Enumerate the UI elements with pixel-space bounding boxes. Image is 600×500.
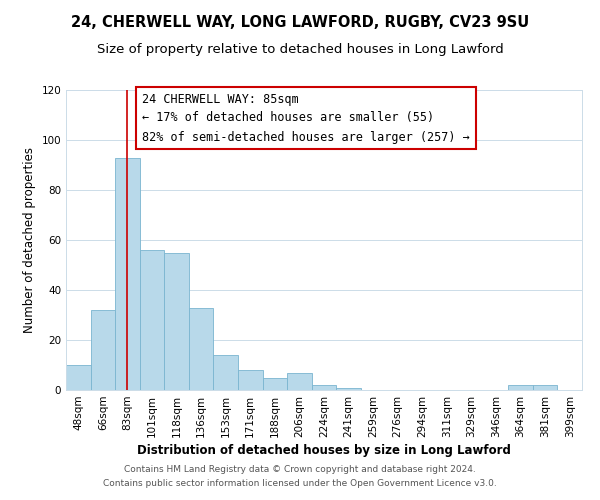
Bar xyxy=(287,372,312,390)
Bar xyxy=(508,385,533,390)
Bar xyxy=(263,378,287,390)
Bar xyxy=(140,250,164,390)
Bar xyxy=(214,355,238,390)
X-axis label: Distribution of detached houses by size in Long Lawford: Distribution of detached houses by size … xyxy=(137,444,511,457)
Bar xyxy=(189,308,214,390)
Bar xyxy=(312,385,336,390)
Bar xyxy=(533,385,557,390)
Text: 24, CHERWELL WAY, LONG LAWFORD, RUGBY, CV23 9SU: 24, CHERWELL WAY, LONG LAWFORD, RUGBY, C… xyxy=(71,15,529,30)
Y-axis label: Number of detached properties: Number of detached properties xyxy=(23,147,36,333)
Bar xyxy=(115,158,140,390)
Bar xyxy=(336,388,361,390)
Bar xyxy=(66,365,91,390)
Bar xyxy=(164,252,189,390)
Text: Size of property relative to detached houses in Long Lawford: Size of property relative to detached ho… xyxy=(97,42,503,56)
Bar xyxy=(91,310,115,390)
Text: 24 CHERWELL WAY: 85sqm
← 17% of detached houses are smaller (55)
82% of semi-det: 24 CHERWELL WAY: 85sqm ← 17% of detached… xyxy=(142,92,470,144)
Text: Contains HM Land Registry data © Crown copyright and database right 2024.
Contai: Contains HM Land Registry data © Crown c… xyxy=(103,466,497,487)
Bar xyxy=(238,370,263,390)
